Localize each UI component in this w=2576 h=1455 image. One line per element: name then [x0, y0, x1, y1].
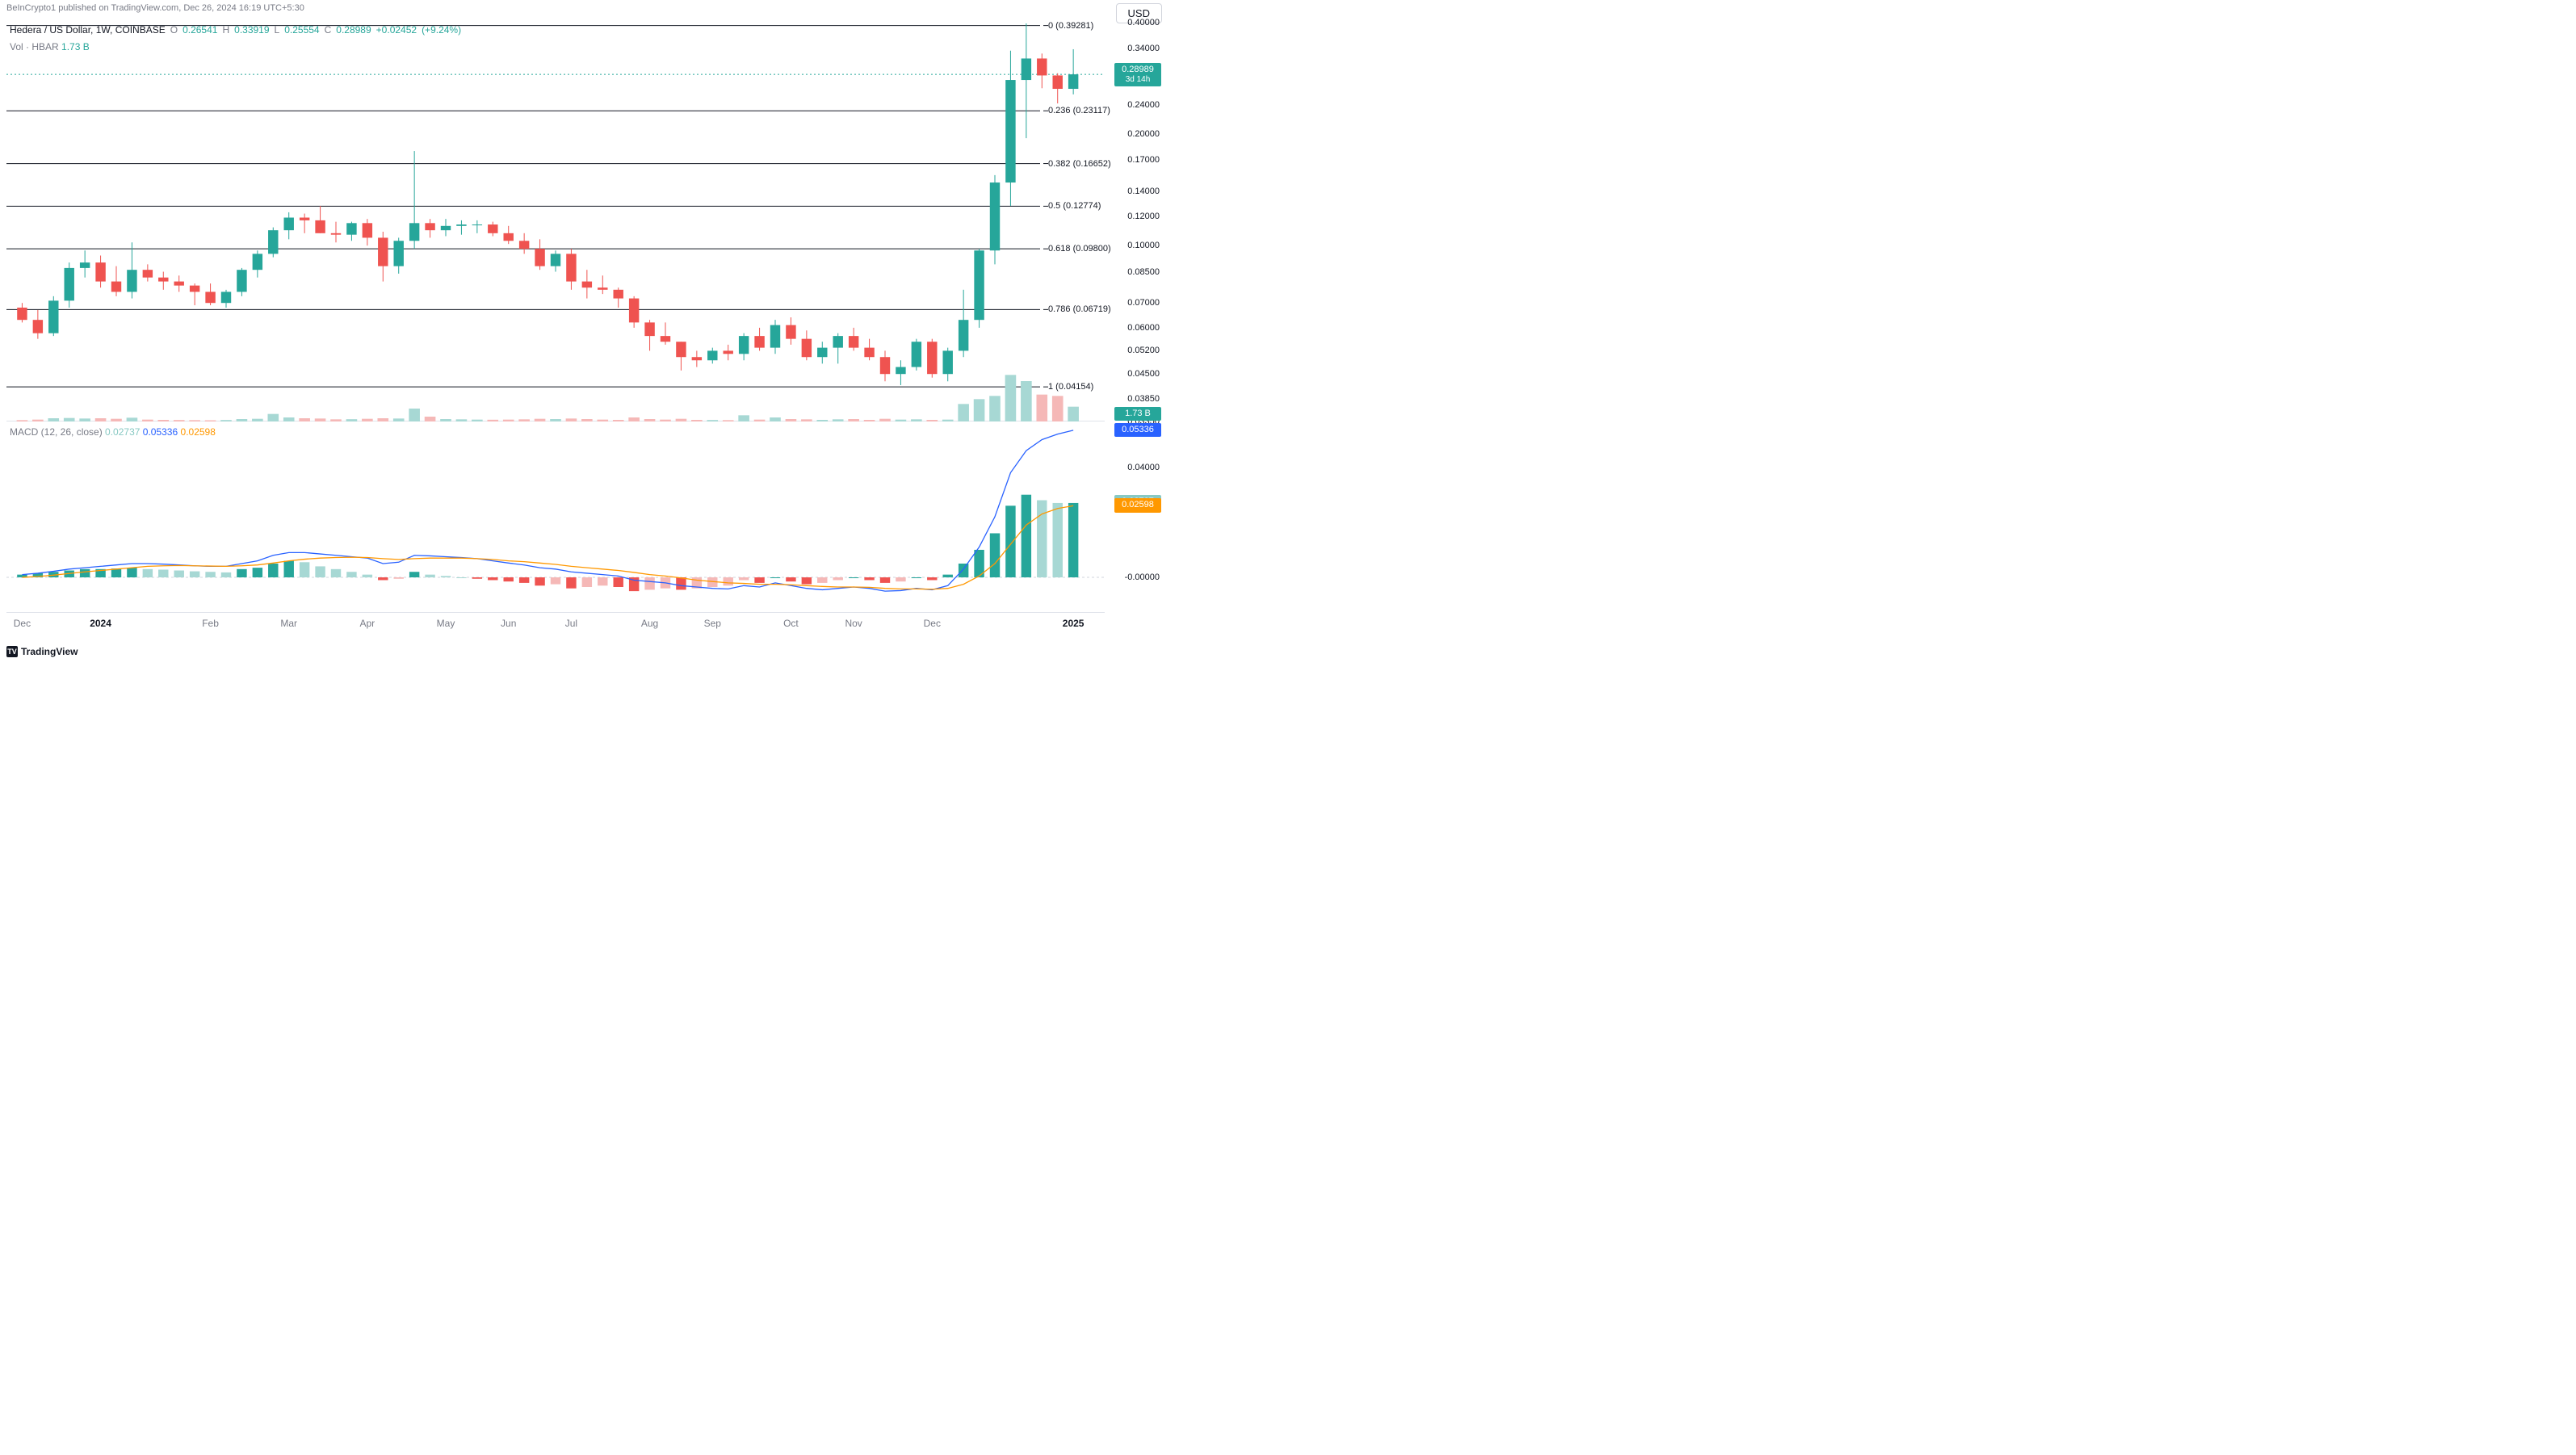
fib-label: 0.786 (0.06719) [1048, 304, 1111, 314]
fib-label: 0.382 (0.16652) [1048, 159, 1111, 169]
price-ytick: 0.17000 [1127, 155, 1160, 165]
macd-ytick: 0.04000 [1127, 463, 1160, 472]
price-ytick: 0.08500 [1127, 267, 1160, 277]
time-xtick: Jun [501, 618, 516, 629]
price-ytick: 0.14000 [1127, 187, 1160, 196]
price-ytick: 0.12000 [1127, 212, 1160, 221]
price-ytick: 0.06000 [1127, 323, 1160, 333]
tradingview-label: TradingView [21, 646, 78, 657]
macd-ytick: -0.00000 [1125, 572, 1160, 582]
fib-label: 0 (0.39281) [1048, 21, 1093, 31]
time-xtick: Dec [14, 618, 31, 629]
time-xtick: 2024 [90, 618, 111, 629]
price-ytick: 0.40000 [1127, 18, 1160, 27]
time-xtick: 2025 [1063, 618, 1085, 629]
fib-label: 0.236 (0.23117) [1048, 106, 1110, 115]
time-xtick: Mar [280, 618, 297, 629]
price-ytick: 0.07000 [1127, 298, 1160, 308]
price-chart-pane[interactable] [6, 23, 1105, 421]
price-ytick: 0.03850 [1127, 394, 1160, 404]
price-ytick: 0.20000 [1127, 129, 1160, 139]
vol-tag: 1.73 B [1114, 407, 1161, 421]
macd-yaxis[interactable]: 0.053360.040000.027370.02598-0.00000 [1106, 423, 1163, 610]
price-ytick: 0.04500 [1127, 369, 1160, 379]
publish-header: BeInCrypto1 published on TradingView.com… [6, 3, 304, 13]
macd-ytick: 0.02598 [1114, 498, 1161, 512]
last-price-tag: 0.289893d 14h [1114, 63, 1161, 86]
macd-ytick: 0.05336 [1114, 423, 1161, 437]
price-ytick: 0.05200 [1127, 346, 1160, 355]
time-xtick: Sep [704, 618, 721, 629]
time-xtick: Aug [641, 618, 658, 629]
time-xtick: Jul [565, 618, 577, 629]
time-axis[interactable]: Dec 2024 Feb Mar Apr May Jun Jul Aug Sep Oct Nov Dec… [6, 612, 1105, 635]
fib-label: 0.5 (0.12774) [1048, 201, 1101, 211]
time-xtick: Nov [845, 618, 862, 629]
time-xtick: Dec [924, 618, 941, 629]
price-ytick: 0.24000 [1127, 100, 1160, 110]
macd-pane[interactable] [6, 423, 1105, 610]
tradingview-logo-icon: TV [6, 646, 18, 657]
time-xtick: Apr [360, 618, 375, 629]
time-xtick: Feb [202, 618, 219, 629]
time-xtick: May [437, 618, 455, 629]
price-ytick: 0.34000 [1127, 44, 1160, 53]
tradingview-footer: TV TradingView [6, 646, 78, 657]
price-ytick: 0.10000 [1127, 241, 1160, 250]
fib-label: 1 (0.04154) [1048, 382, 1093, 392]
price-yaxis[interactable]: 0.400000.340000.240000.200000.170000.140… [1106, 23, 1163, 421]
fib-label: 0.618 (0.09800) [1048, 244, 1111, 254]
time-xtick: Oct [783, 618, 799, 629]
